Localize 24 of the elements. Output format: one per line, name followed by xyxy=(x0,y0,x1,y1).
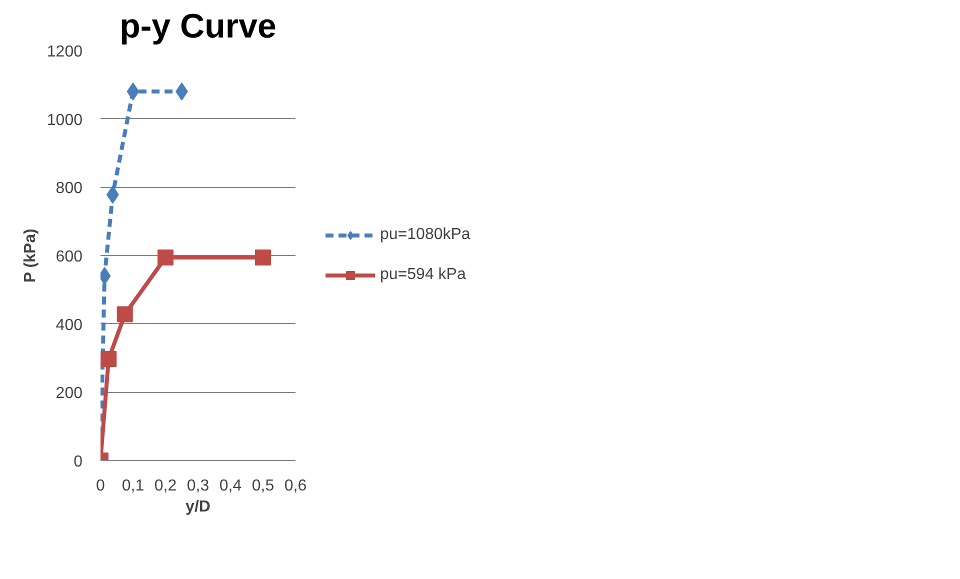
x-tick-label: 0,6 xyxy=(284,478,307,494)
y-tick-label: 200 xyxy=(56,385,83,402)
x-tick-label: 0,3 xyxy=(186,478,210,494)
x-tick-label: 0,4 xyxy=(219,478,242,494)
x-tick-label: 0,5 xyxy=(252,478,274,494)
y-tick-label: 1000 xyxy=(46,112,83,129)
legend-label: pu=1080kPa xyxy=(380,226,470,244)
x-tick-label: 0,2 xyxy=(154,478,177,494)
y-tick-label: 600 xyxy=(56,248,83,266)
x-tick-label: 0,1 xyxy=(122,478,144,494)
y-tick-label: 0 xyxy=(74,454,83,470)
x-tick-label: 0 xyxy=(96,478,106,494)
point xyxy=(100,351,117,368)
point xyxy=(158,250,174,266)
chart-title: p-y Curve xyxy=(120,8,276,46)
y-tick-label: 1200 xyxy=(46,44,83,60)
x-axis-title: y/D xyxy=(186,498,210,516)
point xyxy=(255,250,271,266)
y-tick-label: 400 xyxy=(56,316,83,334)
y-tick-label: 800 xyxy=(56,180,83,198)
y-axis-title: P (kPa) xyxy=(22,228,39,283)
legend-label: pu=594 kPa xyxy=(380,266,466,284)
point xyxy=(126,82,140,100)
point xyxy=(116,306,133,322)
